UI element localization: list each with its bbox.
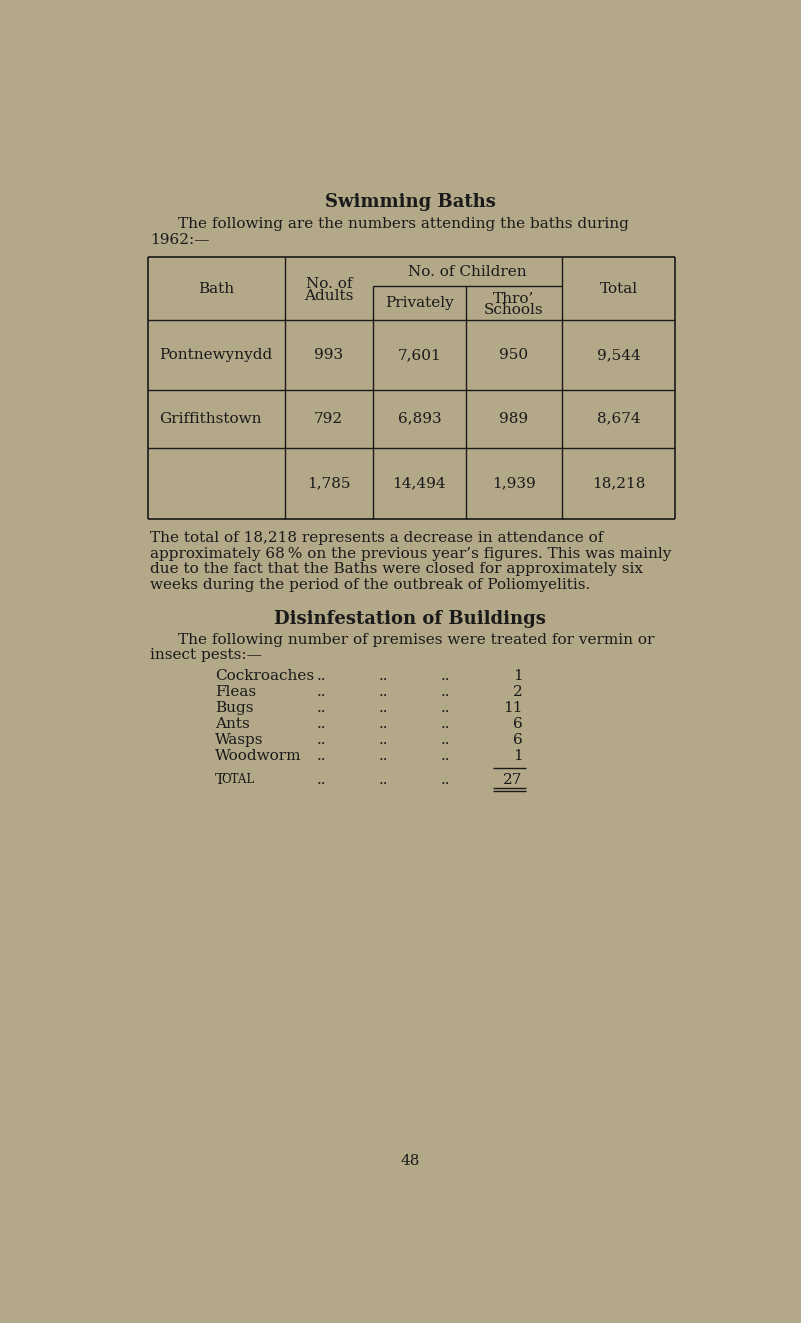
Text: Schools: Schools: [484, 303, 544, 318]
Text: Bath: Bath: [199, 282, 235, 296]
Text: 1962:—: 1962:—: [151, 233, 210, 246]
Text: 989: 989: [499, 411, 529, 426]
Text: 11: 11: [503, 701, 522, 714]
Text: No. of Children: No. of Children: [409, 265, 527, 279]
Text: ..: ..: [316, 717, 326, 732]
Text: Cockroaches: Cockroaches: [215, 668, 314, 683]
Text: ..: ..: [316, 685, 326, 699]
Text: 1: 1: [513, 668, 522, 683]
Text: No. of: No. of: [305, 278, 352, 291]
Text: 9,544: 9,544: [597, 348, 641, 363]
Text: ..: ..: [316, 749, 326, 763]
Text: The total of 18,218 represents a decrease in attendance of: The total of 18,218 represents a decreas…: [151, 532, 604, 545]
Text: 1,939: 1,939: [492, 476, 536, 491]
Text: 6: 6: [513, 717, 522, 732]
Text: T: T: [215, 773, 225, 787]
Text: Adults: Adults: [304, 288, 353, 303]
Text: Swimming Baths: Swimming Baths: [324, 193, 496, 212]
Text: Thro’: Thro’: [493, 291, 534, 306]
Text: 792: 792: [314, 411, 344, 426]
Text: 2: 2: [513, 685, 522, 699]
Text: insect pests:—: insect pests:—: [151, 648, 263, 663]
Text: Ants: Ants: [215, 717, 250, 732]
Text: due to the fact that the Baths were closed for approximately six: due to the fact that the Baths were clos…: [151, 562, 643, 577]
Text: ..: ..: [316, 701, 326, 714]
Text: ..: ..: [316, 733, 326, 747]
Text: 8,674: 8,674: [597, 411, 641, 426]
Text: ..: ..: [378, 685, 388, 699]
Text: Woodworm: Woodworm: [215, 749, 301, 763]
Text: ..: ..: [378, 668, 388, 683]
Text: 1,785: 1,785: [307, 476, 351, 491]
Text: ..: ..: [316, 668, 326, 683]
Text: ..: ..: [441, 773, 449, 787]
Text: ..: ..: [378, 773, 388, 787]
Text: ..: ..: [441, 733, 449, 747]
Text: ..: ..: [378, 749, 388, 763]
Text: ..: ..: [441, 717, 449, 732]
Text: ..: ..: [316, 773, 326, 787]
Text: 27: 27: [503, 773, 522, 787]
Text: 1: 1: [513, 749, 522, 763]
Text: Bugs: Bugs: [215, 701, 253, 714]
Text: 7,601: 7,601: [397, 348, 441, 363]
Text: OTAL: OTAL: [222, 773, 255, 786]
Text: Pontnewynydd: Pontnewynydd: [159, 348, 272, 363]
Text: Total: Total: [599, 282, 638, 296]
Text: approximately 68 % on the previous year’s figures. This was mainly: approximately 68 % on the previous year’…: [151, 546, 672, 561]
Text: ..: ..: [441, 701, 449, 714]
Text: ..: ..: [378, 733, 388, 747]
Text: Wasps: Wasps: [215, 733, 264, 747]
Text: 6,893: 6,893: [397, 411, 441, 426]
Text: weeks during the period of the outbreak of Poliomyelitis.: weeks during the period of the outbreak …: [151, 578, 591, 591]
Text: ..: ..: [441, 749, 449, 763]
Text: The following number of premises were treated for vermin or: The following number of premises were tr…: [178, 634, 654, 647]
Text: 950: 950: [499, 348, 529, 363]
Text: Privately: Privately: [385, 296, 454, 310]
Text: ..: ..: [441, 668, 449, 683]
Text: 6: 6: [513, 733, 522, 747]
Text: Griffithstown: Griffithstown: [159, 411, 261, 426]
Text: Disinfestation of Buildings: Disinfestation of Buildings: [274, 610, 546, 628]
Text: ..: ..: [441, 685, 449, 699]
Text: The following are the numbers attending the baths during: The following are the numbers attending …: [178, 217, 629, 230]
Text: 48: 48: [400, 1155, 420, 1168]
Text: 18,218: 18,218: [592, 476, 646, 491]
Text: ..: ..: [378, 701, 388, 714]
Text: Fleas: Fleas: [215, 685, 256, 699]
Text: 14,494: 14,494: [392, 476, 446, 491]
Text: 993: 993: [314, 348, 344, 363]
Text: ..: ..: [378, 717, 388, 732]
